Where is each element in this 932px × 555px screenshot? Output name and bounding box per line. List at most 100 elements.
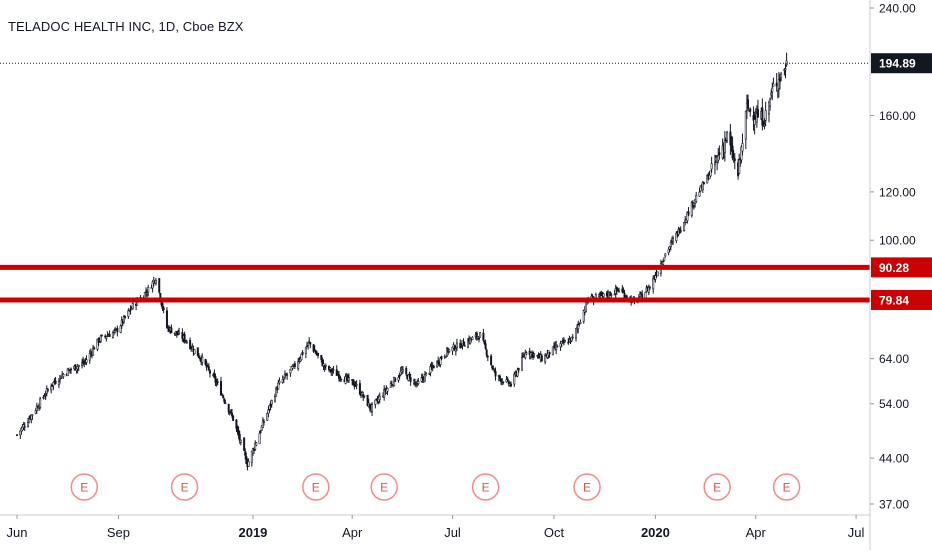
candle-body [664,253,667,257]
candle-body [31,414,34,416]
candle-body [274,396,277,402]
candle-body [584,301,587,313]
candle-body [560,341,563,345]
candle-body [713,162,716,166]
candle-body [329,367,332,370]
candle-body [219,381,222,396]
candle-body [695,194,698,202]
candle-body [479,332,482,338]
candle-body [332,369,335,371]
candle-body [544,354,547,363]
horizontal-levels: 90.28 79.84 [0,257,932,310]
candle-body [317,352,320,356]
candle-body [308,341,311,343]
earnings-marker-circle [170,473,199,501]
earnings-marker: E [772,473,801,501]
level-price-tag [871,289,932,310]
candle-body [747,99,750,109]
candle-body [77,365,80,368]
candle-body [454,348,457,352]
earnings-marker-circle [573,473,601,501]
candle-body [185,341,188,344]
x-tick-label: Apr [342,525,363,540]
candle-body [145,291,148,293]
candle-body [196,347,199,357]
candle-body [778,78,781,82]
candle-body [320,354,323,360]
candle-body [571,336,574,339]
candle-body [394,378,397,382]
candle-body [214,376,217,383]
candle-body [486,355,489,358]
candle-body [690,201,693,216]
candle-body [99,335,102,342]
candle-body [548,351,551,355]
candle-body [761,107,764,126]
earnings-marker-circle [70,473,99,501]
candle-body [414,381,417,384]
candle-body [66,368,69,377]
candle-body [638,293,641,297]
candle-body [347,377,350,381]
candle-body [622,290,625,293]
candle-body [667,249,670,253]
candle-body [455,342,458,349]
candle-body [482,332,485,341]
candle-body [378,395,381,401]
candle-body [207,366,210,370]
candle-body [738,159,741,174]
candle-body [533,353,536,356]
candle-body [648,286,651,289]
candle-body [247,461,250,467]
candle-body [52,381,55,386]
candle-body [769,98,772,107]
earnings-marker-label: E [380,481,388,495]
candle-body [162,307,165,311]
y-tick-label: 120.00 [879,185,916,199]
candle-body [27,422,30,428]
candle-body [15,434,18,436]
candle-body [304,347,307,354]
candle-body [70,368,73,371]
earnings-marker-circle [471,473,500,501]
candle-body [127,310,130,317]
candle-body [193,349,196,355]
candle-body [484,343,487,349]
candle-body [278,380,281,384]
candle-body [644,292,647,299]
candle-body [113,330,116,333]
candle-body [158,278,161,293]
candle-body [301,351,304,355]
candle-body [749,108,752,112]
candle-body [408,373,411,377]
candle-body [575,328,578,339]
candle-body [291,366,294,369]
candle-body [753,119,756,125]
earnings-marker-label: E [783,481,791,495]
candle-body [270,400,273,405]
earnings-marker-label: E [181,481,189,495]
candle-body [197,355,200,359]
candle-body [129,308,132,311]
candle-body [401,369,404,372]
candle-body [85,359,88,363]
candle-body [525,352,528,355]
candle-body [718,152,721,155]
candle-body [602,293,605,297]
earnings-marker: E [302,473,330,501]
candle-body [662,261,665,265]
candle-body [654,275,657,280]
candle-body [524,352,527,359]
candle-body [74,364,77,371]
candle-body [57,380,60,386]
candle-body [184,340,187,342]
candle-body [281,378,284,383]
level-price-label: 79.84 [879,293,909,307]
candle-body [502,381,505,384]
candle-body [520,356,523,371]
x-tick-label: Jul [848,525,865,540]
y-tick-label: 240.00 [879,2,916,16]
candle-body [498,375,501,379]
candle-body [397,377,400,381]
